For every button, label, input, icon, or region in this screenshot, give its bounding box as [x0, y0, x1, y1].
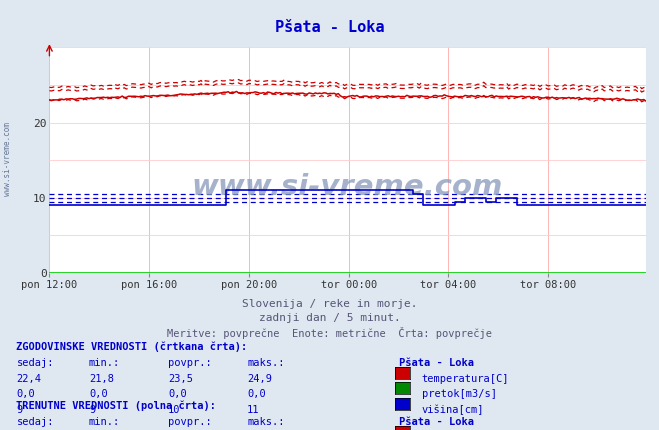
- Text: 10: 10: [168, 405, 181, 415]
- Text: višina[cm]: višina[cm]: [422, 405, 484, 415]
- Text: 9: 9: [89, 405, 95, 415]
- Text: ZGODOVINSKE VREDNOSTI (črtkana črta):: ZGODOVINSKE VREDNOSTI (črtkana črta):: [16, 342, 248, 352]
- Text: maks.:: maks.:: [247, 358, 285, 368]
- Text: 22,4: 22,4: [16, 374, 42, 384]
- Text: 0,0: 0,0: [247, 389, 266, 399]
- Text: sedaj:: sedaj:: [16, 358, 54, 368]
- Text: 0,0: 0,0: [168, 389, 186, 399]
- Text: 23,5: 23,5: [168, 374, 193, 384]
- Text: povpr.:: povpr.:: [168, 417, 212, 427]
- Text: 9: 9: [16, 405, 22, 415]
- Text: Pšata - Loka: Pšata - Loka: [399, 358, 474, 368]
- Text: pretok[m3/s]: pretok[m3/s]: [422, 389, 497, 399]
- Text: zadnji dan / 5 minut.: zadnji dan / 5 minut.: [258, 313, 401, 323]
- Text: min.:: min.:: [89, 417, 120, 427]
- Text: maks.:: maks.:: [247, 417, 285, 427]
- Text: povpr.:: povpr.:: [168, 358, 212, 368]
- Text: sedaj:: sedaj:: [16, 417, 54, 427]
- Text: 11: 11: [247, 405, 260, 415]
- Text: temperatura[C]: temperatura[C]: [422, 374, 509, 384]
- Text: Slovenija / reke in morje.: Slovenija / reke in morje.: [242, 299, 417, 309]
- Text: Pšata - Loka: Pšata - Loka: [275, 21, 384, 35]
- Text: TRENUTNE VREDNOSTI (polna črta):: TRENUTNE VREDNOSTI (polna črta):: [16, 401, 216, 411]
- Text: www.si-vreme.com: www.si-vreme.com: [3, 122, 13, 196]
- Text: min.:: min.:: [89, 358, 120, 368]
- Text: www.si-vreme.com: www.si-vreme.com: [192, 173, 503, 201]
- Text: 24,9: 24,9: [247, 374, 272, 384]
- Text: 0,0: 0,0: [16, 389, 35, 399]
- Text: 0,0: 0,0: [89, 389, 107, 399]
- Text: 21,8: 21,8: [89, 374, 114, 384]
- Text: Meritve: povprečne  Enote: metrične  Črta: povprečje: Meritve: povprečne Enote: metrične Črta:…: [167, 327, 492, 339]
- Text: Pšata - Loka: Pšata - Loka: [399, 417, 474, 427]
